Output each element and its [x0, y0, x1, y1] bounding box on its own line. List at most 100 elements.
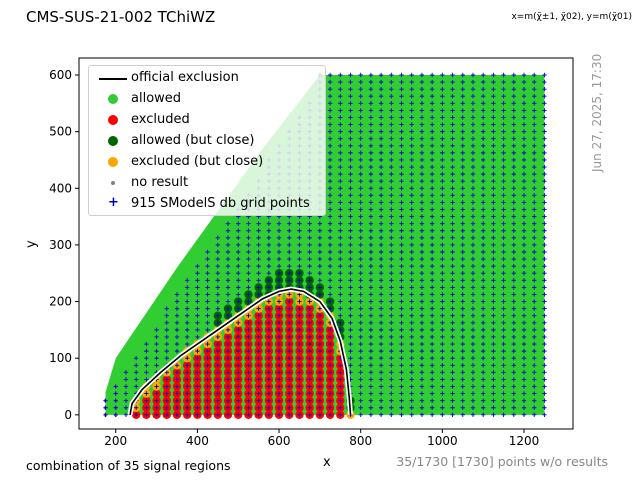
grid-point	[348, 256, 353, 262]
grid-point	[440, 412, 445, 418]
grid-point	[450, 136, 455, 141]
grid-point	[470, 285, 476, 290]
grid-point	[521, 122, 527, 127]
grid-point	[470, 341, 476, 347]
grid-point	[501, 94, 506, 99]
grid-point	[297, 398, 302, 403]
grid-point	[225, 278, 231, 283]
grid-point	[338, 285, 343, 290]
grid-point	[532, 363, 537, 368]
grid-point	[378, 115, 384, 120]
grid-point	[511, 263, 517, 269]
grid-point	[440, 94, 445, 99]
grid-point	[511, 115, 517, 120]
grid-point	[327, 122, 333, 127]
x-tick-label: 400	[186, 434, 209, 448]
grid-point	[205, 256, 210, 262]
grid-point	[429, 136, 435, 141]
grid-point	[184, 341, 190, 347]
grid-point	[378, 320, 384, 325]
grid-point	[174, 391, 180, 396]
grid-point	[358, 320, 363, 325]
grid-point	[440, 178, 445, 184]
grid-point	[368, 249, 374, 255]
grid-point	[307, 306, 312, 311]
grid-point	[215, 299, 221, 304]
legend-line-swatch	[99, 78, 127, 80]
grid-point	[491, 228, 496, 233]
grid-point	[460, 370, 465, 375]
grid-point	[521, 320, 527, 325]
grid-point	[358, 221, 363, 226]
grid-point	[470, 313, 476, 318]
grid-point	[521, 327, 527, 333]
grid-point	[450, 79, 455, 85]
grid-point	[297, 221, 302, 226]
grid-point	[480, 278, 486, 283]
grid-point	[450, 405, 455, 410]
grid-point	[532, 122, 537, 127]
grid-point	[236, 271, 241, 276]
grid-point	[287, 235, 292, 241]
grid-point	[378, 348, 384, 354]
grid-point	[440, 122, 445, 127]
grid-point	[511, 249, 517, 255]
grid-point	[491, 164, 496, 170]
grid-point	[389, 271, 394, 276]
grid-point	[501, 256, 506, 262]
grid-point	[348, 278, 353, 283]
grid-point	[532, 115, 537, 120]
grid-point	[378, 377, 384, 382]
grid-point	[409, 263, 414, 269]
grid-point	[307, 341, 312, 347]
grid-point	[174, 412, 180, 418]
grid-point	[256, 377, 261, 382]
grid-point	[419, 235, 425, 241]
grid-point	[491, 186, 496, 191]
grid-point	[480, 334, 486, 340]
grid-point	[450, 150, 455, 156]
grid-point	[532, 313, 537, 318]
grid-point	[480, 355, 486, 361]
grid-point	[338, 150, 343, 156]
grid-point	[511, 143, 517, 148]
grid-point	[440, 384, 445, 389]
grid-point	[358, 306, 363, 311]
grid-point	[307, 377, 312, 382]
grid-point	[450, 178, 455, 184]
grid-point	[460, 242, 465, 248]
grid-point	[521, 129, 527, 134]
grid-point	[378, 221, 384, 226]
grid-point	[521, 292, 527, 297]
grid-point	[256, 327, 261, 333]
grid-point	[511, 136, 517, 141]
grid-point	[501, 186, 506, 191]
grid-point	[532, 164, 537, 170]
grid-point	[368, 278, 374, 283]
grid-point	[338, 200, 343, 205]
grid-point	[378, 341, 384, 347]
grid-point	[348, 101, 353, 106]
grid-point	[378, 193, 384, 198]
grid-point	[399, 278, 404, 283]
grid-point	[266, 384, 272, 389]
grid-point	[450, 200, 455, 205]
grid-point	[521, 285, 527, 290]
grid-point	[184, 363, 190, 368]
grid-point	[542, 370, 547, 375]
grid-point	[429, 355, 435, 361]
grid-point	[491, 193, 496, 198]
grid-point	[317, 292, 323, 297]
grid-point	[480, 263, 486, 269]
grid-point	[470, 200, 476, 205]
grid-point	[368, 242, 374, 248]
grid-point	[338, 101, 343, 106]
grid-point	[378, 355, 384, 361]
grid-point	[470, 299, 476, 304]
grid-point	[215, 377, 221, 382]
grid-point	[511, 405, 517, 410]
grid-point	[399, 334, 404, 340]
grid-point	[378, 242, 384, 248]
grid-point	[246, 327, 251, 333]
